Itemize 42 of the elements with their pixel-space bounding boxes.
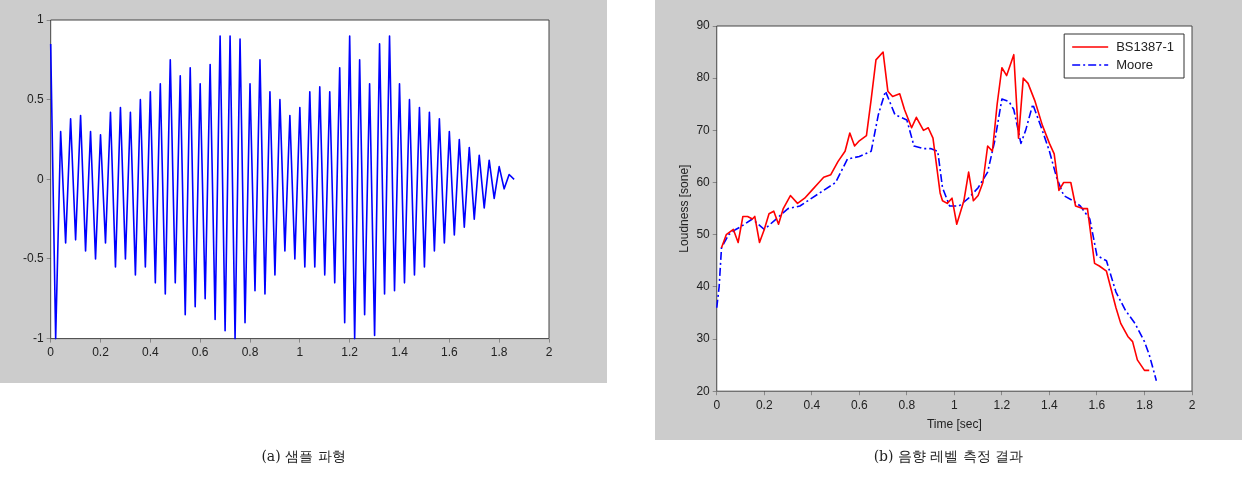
y-tick-label: 80: [696, 70, 711, 85]
x-tick-label: 0: [47, 345, 55, 360]
x-tick-label: 0.2: [755, 397, 773, 412]
x-tick-label: 1: [951, 397, 959, 412]
y-tick-label: 20: [696, 383, 711, 398]
text: (b) 음향 레벨 측정 결과: [872, 448, 1025, 466]
y-tick-label: -1: [33, 330, 44, 345]
y-tick-label: 30: [696, 331, 711, 346]
legend-label: Moore: [1116, 56, 1154, 72]
x-tick-label: 1.2: [993, 397, 1011, 412]
x-tick-label: 0.6: [850, 397, 868, 412]
legend-label: BS1387-1: [1116, 38, 1175, 54]
x-tick-label: 1.6: [1088, 397, 1106, 412]
x-tick-label: 2: [545, 345, 553, 360]
x-tick-label: 1.8: [490, 345, 508, 360]
y-tick-label: -0.5: [22, 251, 44, 266]
x-tick-label: 0.8: [898, 397, 916, 412]
x-tick-label: 1.4: [391, 345, 409, 360]
y-tick-label: 90: [696, 18, 711, 33]
y-tick-label: 0: [36, 171, 44, 186]
x-tick-label: 0.8: [241, 345, 259, 360]
x-tick-label: 2: [1188, 397, 1196, 412]
x-tick-label: 0.4: [803, 397, 821, 412]
text: (a) 샘플 파형: [260, 448, 347, 466]
line-series: [715, 90, 1158, 382]
y-tick-label: 70: [696, 122, 711, 137]
x-tick-label: 0.4: [142, 345, 160, 360]
y-tick-label: 60: [696, 174, 711, 189]
x-tick-label: 1.4: [1041, 397, 1059, 412]
y-tick-label: 40: [696, 279, 711, 294]
y-axis-title: Loudness [sone]: [676, 164, 691, 253]
y-tick-label: 0.5: [26, 91, 44, 106]
y-tick-label: 1: [36, 12, 44, 27]
x-tick-label: 0: [713, 397, 721, 412]
x-axis-title: Time [sec]: [926, 417, 982, 432]
x-tick-label: 0.2: [92, 345, 110, 360]
x-tick-label: 1.8: [1136, 397, 1154, 412]
x-tick-label: 1.2: [341, 345, 359, 360]
x-tick-label: 1: [296, 345, 304, 360]
y-tick-label: 50: [696, 227, 711, 241]
x-tick-label: 1.6: [440, 345, 458, 360]
x-tick-label: 0.6: [191, 345, 209, 360]
